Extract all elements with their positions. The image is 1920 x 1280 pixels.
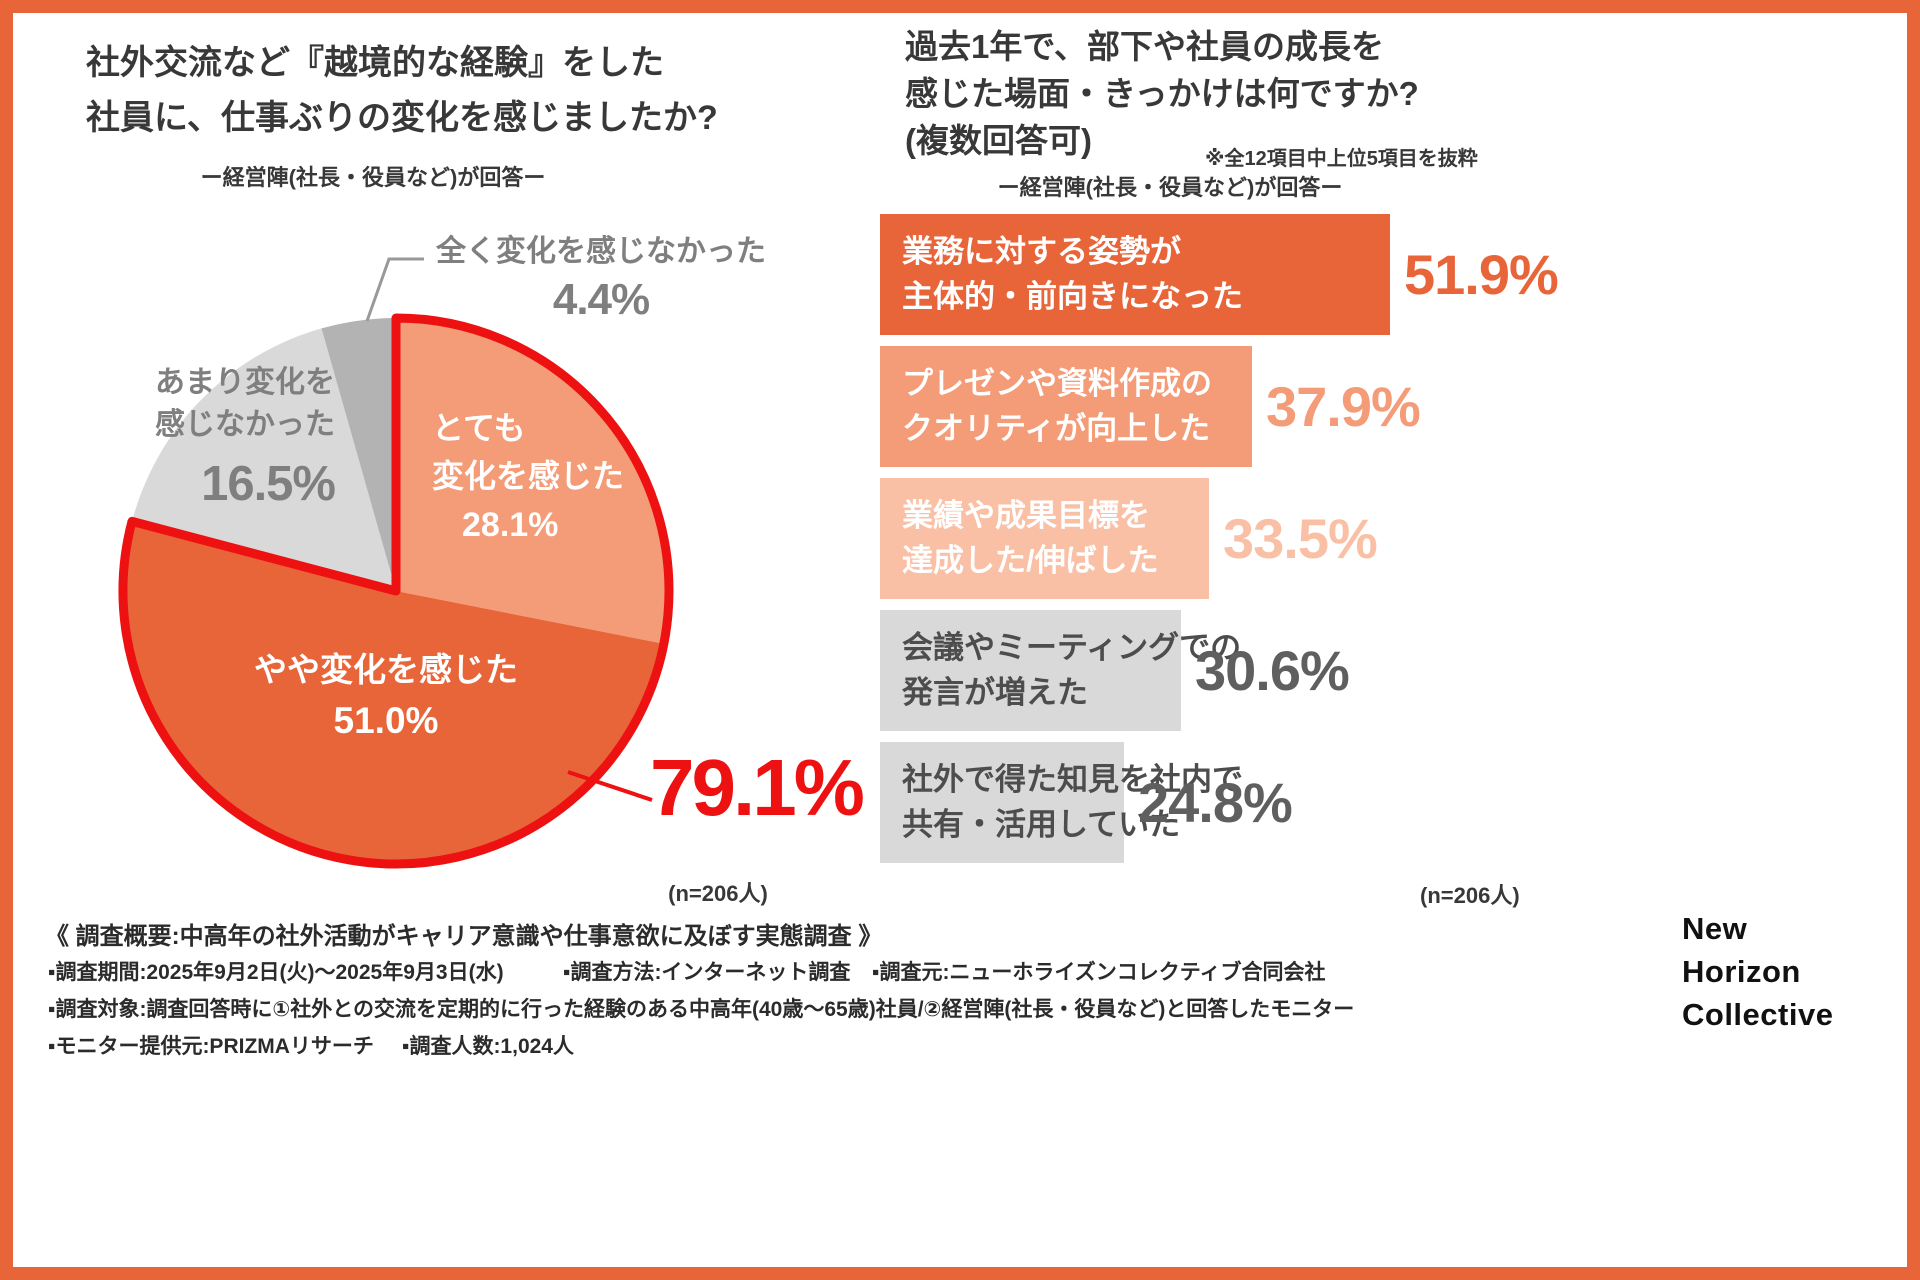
left-chart-title-line1: 社外交流など『越境的な経験』をした — [86, 44, 664, 82]
pie-value-very-change: 28.1% — [462, 506, 559, 544]
bar-label-line2: 主体的・前向きになった — [902, 278, 1243, 314]
pie-label-very-change-line2: 変化を感じた — [432, 458, 625, 494]
pie-label-somewhat-change-text: やや変化を感じた — [254, 651, 518, 688]
bar-row: プレゼンや資料作成の クオリティが向上した 37.9% — [880, 346, 1558, 467]
bar-label-line2: 発言が増えた — [902, 674, 1088, 710]
respondent-count: ▪調査人数:1,024人 — [402, 1035, 574, 1058]
right-chart-title-line3: (複数回答可) — [905, 121, 1092, 159]
bar-label-line1: 業務に対する姿勢が — [902, 233, 1181, 269]
bar-label-line2: 共有・活用していた — [902, 806, 1181, 842]
bar-label-line1: 社外で得た知見を社内で — [902, 761, 1243, 797]
logo-line1: New — [1682, 911, 1748, 946]
bar-value-label: 51.9% — [1404, 243, 1559, 306]
highlight-leader-line — [567, 770, 653, 802]
bar-label-line1: 業績や成果目標を — [902, 497, 1150, 533]
pie-label-little-change-line2: 感じなかった — [155, 408, 335, 441]
survey-method: ▪調査方法:インターネット調査 — [563, 961, 851, 984]
survey-period: ▪調査期間:2025年9月2日(火)〜2025年9月3日(水) — [48, 961, 504, 984]
bar-value-label: 37.9% — [1266, 375, 1421, 438]
pie-slice-0 — [396, 318, 669, 644]
bar-value-label: 24.8% — [1138, 771, 1293, 834]
pie-slice-1 — [122, 521, 664, 865]
pie-label-very-change-line1: とても — [432, 410, 526, 446]
survey-source: ▪調査元:ニューホライズンコレクティブ合同会社 — [872, 961, 1326, 984]
pie-slice-2 — [132, 328, 396, 591]
pie-label-little-change-line1: あまり変化を — [155, 366, 335, 399]
bar-row: 社外で得た知見を社内で 共有・活用していた 24.8% — [880, 742, 1558, 863]
pie-value-little-change: 16.5% — [201, 457, 336, 511]
survey-target: ▪調査対象:調査回答時に①社外との交流を定期的に行った経験のある中高年(40歳〜… — [48, 998, 1355, 1021]
left-chart-title: 社外交流など『越境的な経験』をした 社員に、仕事ぶりの変化を感じましたか? — [86, 36, 718, 146]
bar-row: 会議やミーティングでの 発言が増えた 30.6% — [880, 610, 1558, 731]
bar-row: 業務に対する姿勢が 主体的・前向きになった 51.9% — [880, 214, 1559, 335]
bar-chart: 業務に対する姿勢が 主体的・前向きになった 51.9% プレゼンや資料作成の クオリティ… — [880, 214, 1559, 874]
bar-row: 業績や成果目標を 達成した/伸ばした 33.5% — [880, 478, 1558, 599]
pie-value-somewhat-change: 51.0% — [333, 699, 439, 741]
left-chart-title-line2: 社員に、仕事ぶりの変化を感じましたか? — [86, 99, 718, 138]
pie-label-no-change: 全く変化を感じなかった 4.4% — [425, 234, 777, 327]
right-chart-title: 過去1年で、部下や社員の成長を 感じた場面・きっかけは何ですか? (複数回答可) — [905, 24, 1419, 165]
bar: 業務に対する姿勢が主体的・前向きになった — [880, 214, 1390, 335]
right-chart-subtitle: ー経営陣(社長・役員など)が回答ー — [997, 175, 1343, 200]
bar-label-line1: プレゼンや資料作成の — [902, 365, 1212, 401]
pie-slice-3 — [321, 318, 396, 591]
right-sample-size: (n=206人) — [1420, 883, 1520, 908]
pie-label-very-change: とても 変化を感じた 28.1% — [432, 404, 624, 551]
bar-value-label: 30.6% — [1195, 639, 1350, 702]
no-change-leader-line — [365, 257, 424, 322]
left-chart-subtitle: ー経営陣(社長・役員など)が回答ー — [200, 165, 546, 190]
pie-label-no-change-text: 全く変化を感じなかった — [436, 235, 766, 268]
pie-highlight-total: 79.1% — [650, 743, 865, 832]
pie-label-little-change: あまり変化を 感じなかった 16.5% — [95, 362, 336, 519]
bar: 会議やミーティングでの 発言が増えた — [880, 610, 1242, 731]
bar-label-line2: 達成した/伸ばした — [902, 542, 1159, 578]
bar: 社外で得た知見を社内で 共有・活用していた — [880, 742, 1243, 863]
pie-value-no-change: 4.4% — [552, 275, 650, 324]
left-sample-size: (n=206人) — [668, 881, 768, 906]
pie-label-somewhat-change: やや変化を感じた 51.0% — [226, 646, 546, 747]
bar-label-line2: クオリティが向上した — [902, 410, 1211, 446]
right-chart-note: ※全12項目中上位5項目を抜粋 — [1205, 148, 1478, 170]
pie-highlight-outline — [118, 313, 674, 869]
logo-line3: Collective — [1682, 996, 1834, 1032]
monitor-provider: ▪モニター提供元:PRIZMAリサーチ — [48, 1035, 374, 1058]
right-chart-title-line2: 感じた場面・きっかけは何ですか? — [905, 74, 1419, 112]
bar-label-line1: 会議やミーティングでの — [902, 629, 1242, 665]
bar: プレゼンや資料作成の クオリティが向上した — [880, 346, 1252, 467]
survey-overview-heading: 《 調査概要:中高年の社外活動がキャリア意識や仕事意欲に及ぼす実態調査 》 — [45, 923, 883, 950]
logo-line2: Horizon — [1682, 953, 1801, 989]
bar-value-label: 33.5% — [1223, 507, 1378, 570]
bar: 業績や成果目標を 達成した/伸ばした — [880, 478, 1209, 599]
right-chart-title-line1: 過去1年で、部下や社員の成長を — [905, 28, 1385, 65]
logo: New Horizon Collective — [1682, 908, 1833, 1036]
